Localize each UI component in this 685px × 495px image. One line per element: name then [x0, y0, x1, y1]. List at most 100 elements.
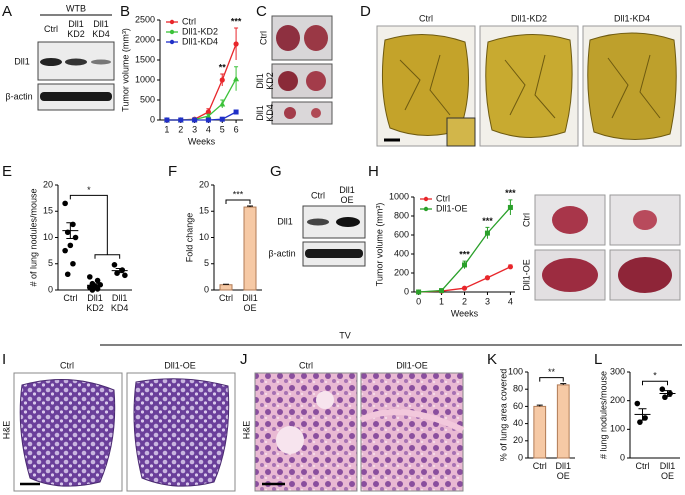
y-axis-label: # of lung nodules/mouse: [28, 188, 38, 286]
row-label: β-actin: [268, 248, 295, 258]
error-bar: [223, 283, 229, 285]
y-tick-label: 1500: [135, 54, 155, 64]
annotation: ***: [459, 250, 470, 260]
bracket: [642, 380, 668, 386]
bar: [219, 284, 233, 291]
error-bar: [115, 267, 124, 274]
panel-label: F: [168, 163, 177, 180]
y-tick-label: 40: [513, 418, 523, 428]
y-tick-label: 800: [394, 210, 409, 220]
y-tick-label: 5: [48, 258, 53, 268]
marker: [178, 117, 184, 123]
tumor: [306, 71, 326, 91]
data-point: [637, 419, 643, 425]
marker: [484, 275, 491, 281]
x-tick-label: Dll1 OE: [242, 293, 258, 313]
y-tick-label: 10: [43, 232, 53, 242]
column-label: Dll1-KD4: [614, 13, 650, 23]
marker: [461, 285, 468, 291]
x-tick-label: 4: [508, 296, 513, 306]
marker: [233, 75, 240, 82]
y-tick-label: 5: [204, 258, 209, 268]
significance: *: [87, 185, 91, 195]
lane-label: Dll1 OE: [339, 185, 355, 205]
x-axis-label: Weeks: [451, 308, 479, 318]
data-point: [662, 394, 668, 401]
legend-marker: [169, 19, 175, 25]
row-label: Dll1: [14, 56, 30, 66]
bracket: [94, 254, 121, 259]
y-axis-label: Tumor volume (mm³): [374, 203, 384, 287]
marker: [416, 289, 422, 295]
marker: [164, 117, 170, 123]
marker: [205, 113, 212, 119]
error-bar: [247, 205, 253, 208]
stain-label: H&E: [1, 421, 11, 440]
band: [65, 58, 87, 66]
data-point: [659, 386, 666, 393]
marker: [233, 109, 239, 115]
row-label: β-actin: [5, 91, 32, 101]
y-tick-label: 20: [199, 179, 209, 189]
legend-marker: [423, 206, 429, 212]
legend-label: Dll1-KD2: [182, 26, 218, 36]
column-label: Ctrl: [419, 13, 433, 23]
data-point: [642, 415, 648, 421]
x-tick-label: 2: [178, 124, 183, 134]
legend-marker: [423, 196, 429, 202]
data-point: [94, 277, 101, 284]
data-point: [111, 262, 118, 268]
tumor: [276, 25, 300, 51]
data-point: [67, 242, 74, 249]
y-tick-label: 100: [610, 424, 625, 434]
panel-label: I: [2, 351, 6, 368]
stain-label: H&E: [241, 421, 251, 440]
panel-label: A: [2, 3, 12, 20]
x-tick-label: Ctrl: [63, 293, 77, 303]
column-label: Ctrl: [60, 360, 74, 370]
panel-label: C: [256, 3, 267, 20]
marker: [205, 117, 211, 123]
x-tick-label: 1: [164, 124, 169, 134]
bracket: [539, 377, 564, 382]
annotation: ***: [231, 16, 242, 26]
band: [336, 217, 360, 227]
x-tick-label: Dll1 KD2: [86, 293, 104, 313]
y-tick-label: 15: [199, 206, 209, 216]
y-axis-label: % of lung area covered: [498, 369, 508, 462]
legend-label: Dll1-OE: [436, 203, 468, 213]
marker: [219, 77, 225, 83]
error-bar: [560, 383, 567, 385]
y-tick-label: 0: [48, 284, 53, 294]
row-label: Ctrl: [258, 31, 268, 45]
x-tick-label: Ctrl: [533, 461, 547, 471]
lane-label: Ctrl: [311, 190, 325, 200]
row-label: Dll1KD2: [255, 72, 275, 90]
data-point: [72, 234, 79, 241]
data-point: [87, 274, 93, 280]
lung-photos: [376, 25, 682, 147]
y-tick-label: 0: [204, 284, 209, 294]
y-tick-label: 0: [518, 452, 523, 462]
marker: [484, 230, 490, 236]
y-tick-label: 80: [513, 384, 523, 394]
x-tick-label: 4: [206, 124, 211, 134]
band: [40, 58, 62, 66]
y-axis-label: Fold change: [184, 213, 194, 263]
column-label: Dll1-KD2: [511, 13, 547, 23]
lane-label: Dll1 KD4: [92, 19, 110, 39]
blot-header: WTB: [66, 3, 86, 13]
band: [40, 92, 112, 101]
tumor: [304, 25, 328, 51]
marker: [507, 264, 514, 270]
panel-label: D: [360, 3, 371, 20]
marker: [192, 117, 198, 123]
row-label: Ctrl: [521, 213, 531, 227]
panel-label: L: [594, 351, 602, 368]
bar: [533, 405, 547, 459]
data-point: [89, 287, 96, 293]
y-axis-label: # lung nodules/mouse: [598, 371, 608, 459]
y-tick-label: 15: [43, 206, 53, 216]
